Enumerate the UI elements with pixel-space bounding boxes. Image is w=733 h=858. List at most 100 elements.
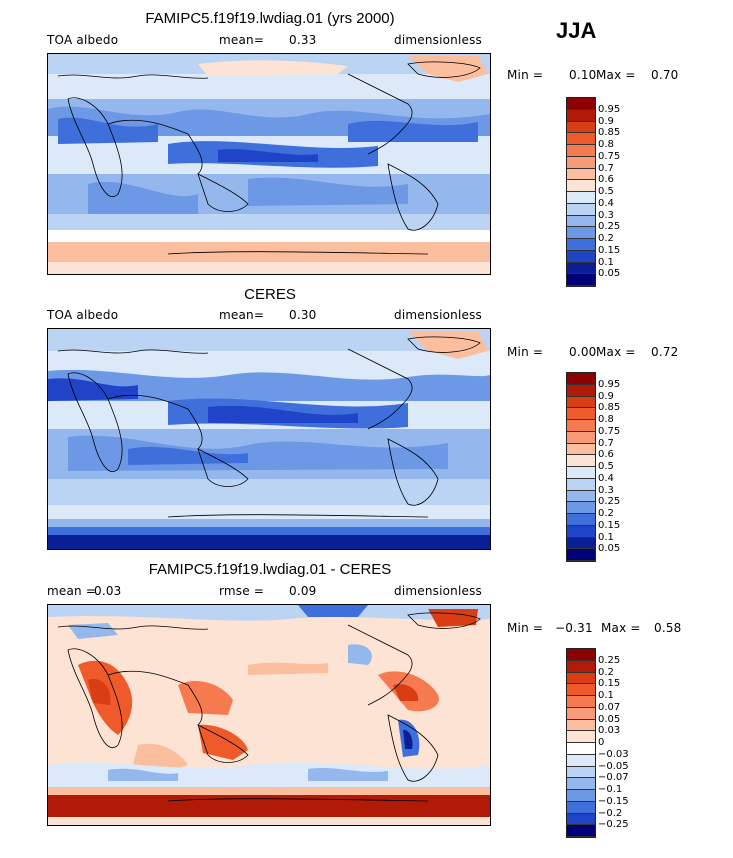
panel2-min-value: 0.00 [569,345,597,359]
colorbar-tick-label: 0.9 [598,115,614,127]
colorbar-swatch [567,649,595,661]
colorbar-swatch [567,168,595,181]
panel1-colorbar [566,97,596,287]
colorbar-swatch [567,672,595,685]
colorbar-swatch [567,478,595,491]
colorbar-swatch [567,754,595,767]
colorbar-swatch [567,443,595,456]
colorbar-tick-label: 0.1 [598,690,614,701]
panel1-map [47,53,491,275]
colorbar-tick-label: 0.2 [598,666,614,678]
colorbar-swatch [567,274,595,286]
panel2-colorbar-ticks: 0.95 0.9 0.85 0.8 0.75 0.7 0.6 0.5 0.4 0.3 0.25 0.2… [598,372,638,582]
colorbar-tick-label: −0.1 [598,784,623,795]
panel2-units: dimensionless [394,308,482,322]
colorbar-swatch [567,133,595,145]
colorbar-swatch [567,549,595,561]
colorbar-swatch [567,396,595,409]
colorbar-tick-label: 0.05 [598,543,621,555]
colorbar-swatch [567,790,595,802]
colorbar-swatch [567,408,595,420]
colorbar-swatch [567,192,595,204]
colorbar-tick-label: 0.25 [598,221,621,233]
colorbar-tick-label: 0.95 [598,378,621,390]
colorbar-tick-label: 0.03 [598,725,621,737]
panel3-mean-label: mean = [47,584,97,598]
panel1-title: FAMIPC5.f19f19.lwdiag.01 (yrs 2000) [145,10,395,27]
colorbar-tick-label: 0.05 [598,268,621,280]
colorbar-tick-label: 0.3 [598,484,614,496]
panel1-mean-value: 0.33 [289,33,317,47]
colorbar-swatch [567,731,595,743]
colorbar-swatch [567,431,595,444]
colorbar-tick-label: 0.6 [598,174,614,186]
panel3-max-label: Max = [601,621,641,635]
colorbar-swatch [567,778,595,790]
panel3-colorbar-ticks: 0.25 0.2 0.15 0.1 0.07 0.05 0.03 0 −0.03 −0.05 −0.… [598,648,648,858]
colorbar-swatch [567,384,595,397]
panel1-min-label: Min = [507,68,544,82]
panel1-colorbar-ticks: 0.95 0.9 0.85 0.8 0.75 0.7 0.6 0.5 0.4 0.3 0.25 0.2… [598,97,638,307]
panel1-field-label: TOA albedo [47,33,119,47]
panel3-mean-value: 0.03 [94,584,122,598]
panel3-max-value: 0.58 [654,621,682,635]
panel3-title: FAMIPC5.f19f19.lwdiag.01 - CERES [148,561,392,578]
panel3-units: dimensionless [394,584,482,598]
panel3-map [47,604,491,826]
panel3-colorbar [566,648,596,838]
panel3-rmse-value: 0.09 [289,584,317,598]
colorbar-tick-label: 0 [598,737,605,748]
colorbar-swatch [567,514,595,526]
colorbar-swatch [567,262,595,275]
colorbar-swatch [567,467,595,479]
season-label: JJA [556,18,597,43]
panel2-mean-label: mean= [219,308,265,322]
colorbar-tick-label: 0.6 [598,449,614,461]
colorbar-tick-label: 0.15 [598,244,621,256]
colorbar-tick-label: 0.25 [598,654,621,666]
panel2-colorbar [566,372,596,562]
colorbar-tick-label: 0.75 [598,150,621,162]
colorbar-swatch [567,121,595,134]
colorbar-tick-label: 0.7 [598,162,614,174]
colorbar-swatch [567,250,595,263]
colorbar-tick-label: 0.8 [598,139,614,150]
colorbar-swatch [567,813,595,826]
colorbar-tick-label: −0.25 [598,819,629,831]
colorbar-tick-label: −0.15 [598,795,629,807]
colorbar-swatch [567,180,595,192]
colorbar-swatch [567,707,595,720]
colorbar-tick-label: −0.2 [598,807,623,819]
colorbar-swatch [567,743,595,755]
colorbar-tick-label: 0.15 [598,678,621,690]
colorbar-tick-label: 0.1 [598,256,614,268]
colorbar-tick-label: 0.5 [598,461,614,472]
colorbar-tick-label: 0.85 [598,402,621,414]
colorbar-swatch [567,801,595,814]
colorbar-swatch [567,145,595,157]
panel1-max-value: 0.70 [651,68,679,82]
panel2-min-label: Min = [507,345,544,359]
panel3-min-label: Min = [507,621,544,635]
colorbar-swatch [567,525,595,538]
colorbar-swatch [567,766,595,779]
colorbar-swatch [567,537,595,550]
panel2-field-label: TOA albedo [47,308,119,322]
colorbar-tick-label: 0.2 [598,508,614,519]
colorbar-tick-label: 0.15 [598,519,621,531]
colorbar-tick-label: −0.03 [598,748,629,760]
colorbar-swatch [567,660,595,673]
colorbar-tick-label: 0.5 [598,186,614,197]
panel3-rmse-label: rmse = [219,584,265,598]
colorbar-swatch [567,156,595,169]
colorbar-tick-label: 0.9 [598,390,614,402]
colorbar-tick-label: 0.1 [598,531,614,543]
colorbar-tick-label: 0.8 [598,414,614,425]
colorbar-tick-label: 0.2 [598,233,614,244]
colorbar-swatch [567,502,595,514]
colorbar-tick-label: 0.4 [598,472,614,484]
colorbar-swatch [567,98,595,110]
colorbar-swatch [567,696,595,708]
panel1-max-label: Max = [596,68,636,82]
colorbar-swatch [567,455,595,467]
